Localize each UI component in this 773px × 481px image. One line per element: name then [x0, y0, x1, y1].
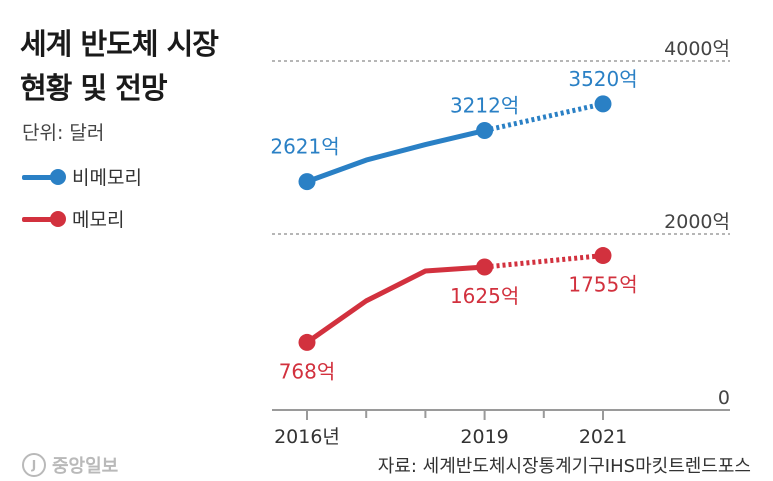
source-note: 자료: 세계반도체시장통계기구IHS마킷트렌드포스 [377, 456, 751, 477]
chart-title: 세계 반도체 시장 현황 및 전망 [20, 22, 219, 110]
legend-label-memory: 메모리 [72, 209, 125, 231]
logo-text: 중앙일보 [52, 456, 119, 477]
y-tick-label-1: 2000억 [664, 211, 730, 233]
non-memory-point-2019 [476, 122, 494, 140]
non-memory-value-label-2019: 3212억 [450, 94, 519, 118]
memory-point-2021 [594, 247, 612, 265]
logo-icon: J [22, 453, 46, 477]
non-memory-line-forecast [484, 101, 604, 133]
non-memory-point-2021 [594, 95, 612, 113]
publisher-logo: J 중앙일보 [22, 452, 118, 478]
memory-value-label-2019: 1625억 [450, 284, 519, 308]
non-memory-value-label-2016: 2621억 [270, 135, 339, 159]
non-memory-point-2016 [298, 173, 316, 191]
non-memory-value-label-2021: 3520억 [568, 67, 637, 91]
legend-swatch-memory [22, 209, 66, 229]
legend-item-memory: 메모리 [22, 205, 124, 232]
legend-label-non-memory: 비메모리 [72, 167, 142, 189]
memory-line-forecast [484, 253, 604, 270]
memory-point-2019 [476, 258, 494, 276]
x-tick-label-2019: 2019 [460, 426, 508, 448]
memory-point-2016 [298, 333, 316, 351]
y-tick-label-0: 0 [718, 387, 730, 409]
y-tick-label-2: 4000억 [664, 38, 730, 60]
legend-item-non-memory: 비메모리 [22, 163, 142, 190]
legend-swatch-non-memory [22, 167, 66, 187]
title-line-1: 세계 반도체 시장 [20, 27, 219, 61]
memory-line-actual [304, 264, 488, 345]
memory-value-label-2016: 768억 [279, 359, 336, 383]
non-memory-line-actual [304, 128, 488, 185]
unit-label: 단위: 달러 [22, 122, 105, 144]
title-line-2: 현황 및 전망 [20, 71, 168, 105]
x-tick-label-2016: 2016년 [274, 426, 340, 448]
memory-value-label-2021: 1755억 [568, 273, 637, 297]
x-tick-label-2021: 2021 [579, 426, 627, 448]
